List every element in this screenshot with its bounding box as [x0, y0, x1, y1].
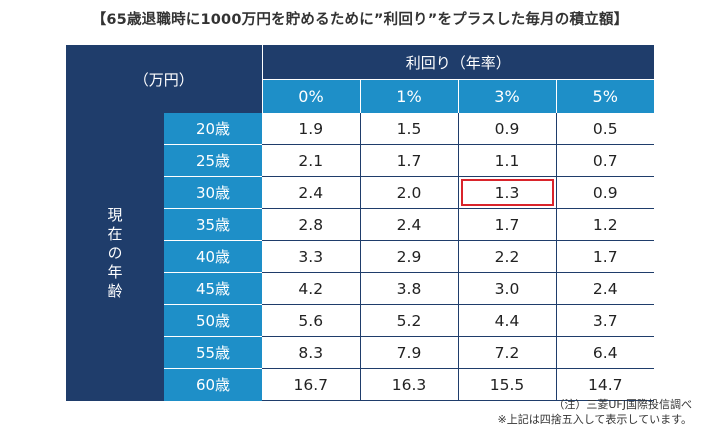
- value-cell: 1.9: [262, 113, 361, 145]
- value-cell: 2.4: [262, 176, 361, 209]
- value-cell: 2.4: [556, 272, 654, 305]
- value-cell: 0.9: [458, 113, 557, 145]
- value-cell: 2.4: [360, 208, 459, 241]
- value-cell: 1.7: [458, 208, 557, 241]
- value-cell: 14.7: [556, 368, 654, 401]
- value-cell: 1.2: [556, 208, 654, 241]
- table-row: 25歳 2.1 1.7 1.1 0.7: [66, 144, 654, 177]
- highlighted-value-cell: 1.3: [458, 176, 557, 209]
- header-row-top: （万円） 利回り（年率）: [66, 45, 654, 113]
- value-cell: 6.4: [556, 336, 654, 369]
- age-cell: 60歳: [164, 368, 262, 401]
- table-row: 35歳 2.8 2.4 1.7 1.2: [66, 208, 654, 241]
- age-cell: 25歳: [164, 144, 262, 177]
- table-row: 50歳 5.6 5.2 4.4 3.7: [66, 304, 654, 337]
- age-cell: 55歳: [164, 336, 262, 369]
- value-cell: 0.7: [556, 144, 654, 177]
- value-text: 1.3: [494, 183, 520, 202]
- table-row: 60歳 16.7 16.3 15.5 14.7: [66, 368, 654, 401]
- table-row: 現在の年齢 20歳 1.9 1.5 0.9 0.5: [66, 113, 654, 401]
- highlight-box: [460, 179, 554, 206]
- value-cell: 7.9: [360, 336, 459, 369]
- value-cell: 7.2: [458, 336, 557, 369]
- value-cell: 2.0: [360, 176, 459, 209]
- value-cell: 15.5: [458, 368, 557, 401]
- value-cell: 2.8: [262, 208, 361, 241]
- rate-1: 1%: [360, 79, 459, 113]
- value-cell: 2.2: [458, 240, 557, 273]
- age-cell: 45歳: [164, 272, 262, 305]
- age-cell: 30歳: [164, 176, 262, 209]
- rate-5: 5%: [556, 79, 654, 113]
- value-cell: 3.8: [360, 272, 459, 305]
- value-cell: 3.7: [556, 304, 654, 337]
- value-cell: 1.1: [458, 144, 557, 177]
- table-row: 30歳 2.4 2.0 1.3 0.9: [66, 176, 654, 209]
- value-cell: 3.0: [458, 272, 557, 305]
- source-note: （注）三菱UFJ国際投信調べ: [553, 398, 692, 411]
- value-cell: 2.1: [262, 144, 361, 177]
- rate-0: 0%: [262, 79, 361, 113]
- value-cell: 1.5: [360, 113, 459, 145]
- value-cell: 4.4: [458, 304, 557, 337]
- table-row: 55歳 8.3 7.9 7.2 6.4: [66, 336, 654, 369]
- value-cell: 4.2: [262, 272, 361, 305]
- value-cell: 3.3: [262, 240, 361, 273]
- value-cell: 1.7: [360, 144, 459, 177]
- value-cell: 5.6: [262, 304, 361, 337]
- table-row: 45歳 4.2 3.8 3.0 2.4: [66, 272, 654, 305]
- age-cell: 50歳: [164, 304, 262, 337]
- value-cell: 1.7: [556, 240, 654, 273]
- unit-label: （万円）: [66, 45, 263, 113]
- value-cell: 0.9: [556, 176, 654, 209]
- table-row: 40歳 3.3 2.9 2.2 1.7: [66, 240, 654, 273]
- header-row-rates: 0% 1% 3% 5%: [66, 79, 654, 113]
- value-cell: 2.9: [360, 240, 459, 273]
- value-cell: 5.2: [360, 304, 459, 337]
- value-cell: 16.3: [360, 368, 459, 401]
- value-cell: 8.3: [262, 336, 361, 369]
- row-group-label: 現在の年齢: [66, 113, 164, 401]
- age-cell: 20歳: [164, 113, 262, 145]
- age-cell: 40歳: [164, 240, 262, 273]
- page-title: 【65歳退職時に1000万円を貯めるために”利回り”をプラスした毎月の積立額】: [91, 12, 629, 28]
- rounding-note: ※上記は四捨五入して表示しています。: [497, 413, 692, 426]
- age-cell: 35歳: [164, 208, 262, 241]
- value-cell: 16.7: [262, 368, 361, 401]
- savings-table: （万円） 利回り（年率） 0% 1% 3% 5% 現在の年齢 20歳 1.9 1.5 0…: [66, 45, 654, 401]
- value-cell: 0.5: [556, 113, 654, 145]
- rate-3: 3%: [458, 79, 557, 113]
- row-group-label-text: 現在の年齢: [105, 207, 124, 303]
- rate-header: 利回り（年率）: [262, 45, 654, 80]
